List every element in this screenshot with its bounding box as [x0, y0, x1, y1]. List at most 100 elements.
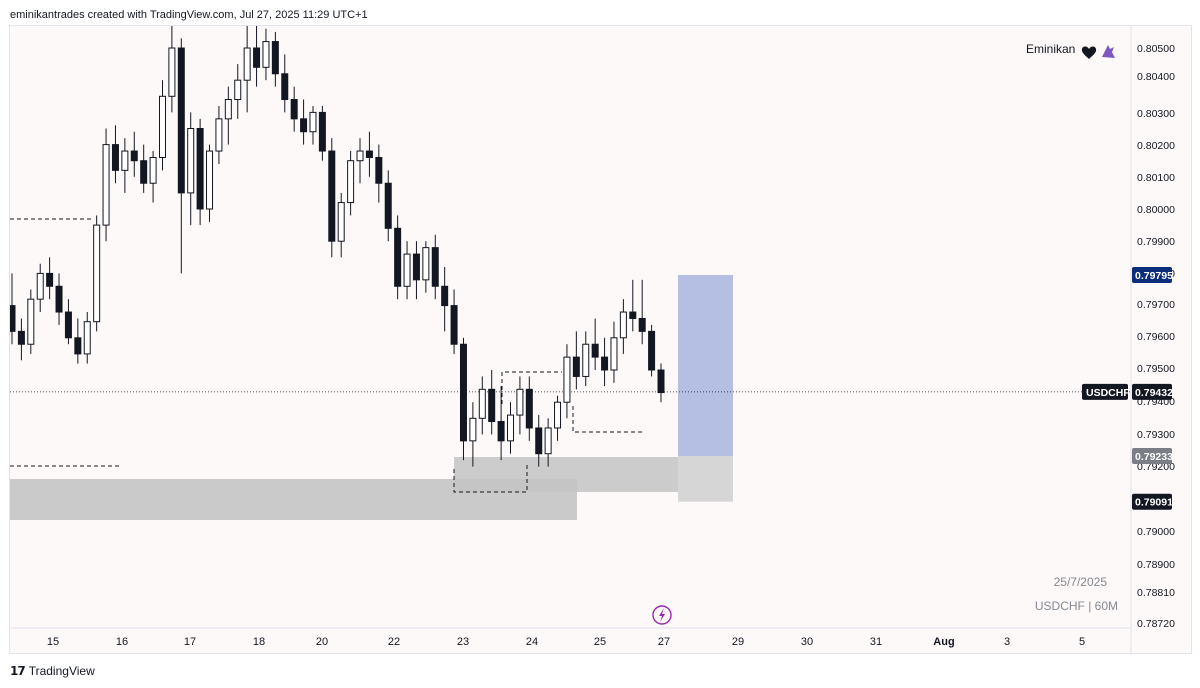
candle-body: [478, 388, 486, 419]
symbol-label-box: [1082, 383, 1128, 400]
price-tick-label: 0.79900: [1137, 236, 1175, 248]
price-tick-label: 0.78720: [1137, 618, 1175, 630]
candle-body: [459, 343, 467, 442]
heart-icon: [1081, 46, 1097, 59]
candle-body: [130, 150, 138, 162]
zones-layer: [10, 275, 733, 520]
candle-body: [206, 150, 214, 210]
time-tick-label: 17: [184, 636, 196, 648]
price-tick-label: 0.79700: [1137, 299, 1175, 311]
candle-body: [497, 421, 505, 442]
candle-body: [262, 41, 270, 68]
candle-body: [648, 330, 656, 371]
price-axis[interactable]: 0.80500 0.80400 0.80300 0.80200 0.80100 0.800…: [1130, 26, 1175, 655]
price-label-value: 0.79233: [1135, 451, 1173, 463]
symbol-label-text: USDCHF: [1086, 387, 1130, 399]
price-label-box: [1132, 267, 1172, 284]
candle-body: [234, 79, 242, 101]
candle-body: [224, 99, 232, 120]
candle-body: [158, 95, 166, 158]
candle-body: [563, 356, 571, 403]
candle-body: [187, 128, 195, 194]
candle-body: [215, 118, 223, 152]
candle-body: [121, 150, 129, 171]
price-tick-label: 0.79600: [1137, 331, 1175, 343]
candle-body: [572, 356, 580, 377]
candle-body: [55, 285, 63, 313]
candle-body: [412, 253, 420, 281]
candle-body: [375, 156, 383, 184]
candle-body: [177, 47, 185, 194]
candle-body: [610, 337, 618, 371]
candle-body: [582, 343, 590, 377]
candle-body: [36, 272, 44, 300]
candle-body: [544, 427, 552, 455]
candle-body: [337, 202, 345, 242]
candle-body: [271, 41, 279, 75]
chart-area[interactable]: 0.80500 0.80400 0.80300 0.80200 0.80100 0.800…: [9, 25, 1193, 655]
candle-body: [535, 427, 543, 455]
candle-body: [657, 369, 665, 394]
price-label-value: 0.79432: [1135, 387, 1173, 399]
bird-icon: [1102, 45, 1115, 58]
price-labels: 0.79432 USDCHF 0.79795 0.79233 0.79091: [1082, 267, 1173, 510]
candle-body: [168, 47, 176, 97]
price-label-value: 0.79795: [1135, 270, 1173, 282]
time-tick-label: 27: [658, 636, 670, 648]
target-zone: [678, 275, 733, 456]
candle-body: [27, 298, 35, 345]
time-axis[interactable]: 15 16 17 18 20 22 23 24 25 27 29 30 31 Aug 3 5: [10, 627, 1131, 648]
candle-body: [422, 247, 430, 281]
levels-layer: [10, 218, 1131, 493]
tradingview-logo[interactable]: 𝟭𝟳 TradingView: [10, 664, 95, 678]
candle-body: [328, 150, 336, 242]
candle-body: [554, 401, 562, 429]
candle-body: [638, 317, 646, 332]
time-tick-label: 15: [47, 636, 59, 648]
candle-body: [441, 285, 449, 307]
watermark: 25/7/2025 USDCHF | 60M: [1035, 575, 1118, 613]
candle-body: [488, 388, 496, 423]
candle-body: [356, 150, 364, 162]
candle-body: [347, 160, 355, 204]
tv-logo-icon: 𝟭𝟳: [10, 664, 26, 678]
candle-body: [431, 247, 439, 287]
candle-body: [300, 118, 308, 133]
price-tick-label: 0.79300: [1137, 429, 1175, 441]
candle-body: [450, 305, 458, 345]
candle-body: [102, 144, 110, 226]
candle-body: [46, 272, 54, 287]
level-line: [572, 406, 644, 433]
candle-body: [507, 414, 515, 442]
time-tick-label: 25: [594, 636, 606, 648]
watermark-symbol: USDCHF | 60M: [1035, 599, 1118, 613]
chart-header: eminikantrades created with TradingView.…: [10, 9, 368, 21]
price-tick-label: 0.80000: [1137, 204, 1175, 216]
candle-body: [591, 343, 599, 358]
price-tick-label: 0.79500: [1137, 363, 1175, 375]
time-tick-label: 3: [1004, 636, 1010, 648]
price-label-value: 0.79091: [1135, 497, 1173, 509]
candle-body: [318, 111, 326, 152]
price-tick-label: 0.80300: [1137, 108, 1175, 120]
candle-body: [469, 417, 477, 442]
time-tick-label: 31: [870, 636, 882, 648]
candle-body: [64, 311, 72, 339]
level-line: [453, 463, 528, 493]
candle-body: [253, 47, 261, 68]
price-label-box: [1132, 493, 1172, 510]
candle-body: [525, 388, 533, 429]
candle-body: [619, 311, 627, 339]
author-badge: Eminikan: [1026, 42, 1115, 59]
candle-body: [196, 128, 204, 210]
time-tick-label: Aug: [933, 636, 954, 648]
flash-icon[interactable]: [652, 605, 672, 625]
time-tick-label: 16: [116, 636, 128, 648]
candle-body: [384, 182, 392, 229]
candlestick-chart[interactable]: 0.80500 0.80400 0.80300 0.80200 0.80100 0.800…: [10, 26, 1193, 655]
candle-body: [365, 150, 373, 158]
candle-body: [629, 311, 637, 319]
candle-body: [403, 253, 411, 287]
candle-body: [281, 73, 289, 101]
candle-body: [74, 337, 82, 355]
